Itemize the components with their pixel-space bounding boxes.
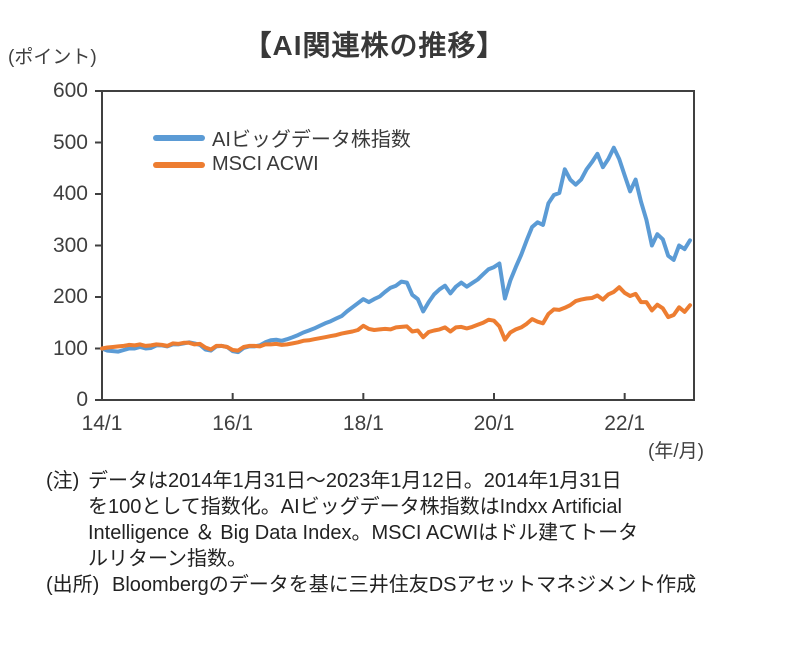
legend-item-msci-acwi: MSCI ACWI [153, 151, 411, 178]
y-axis-unit-label: (ポイント) [8, 47, 97, 68]
x-tick-label: 20/1 [473, 412, 515, 435]
source-row: (出所) Bloombergのデータを基に三井住友DSアセットマネジメント作成 [46, 572, 776, 598]
y-tick-label: 0 [76, 388, 88, 411]
legend-item-ai-index: AIビッグデータ株指数 [153, 124, 411, 151]
legend: AIビッグデータ株指数 MSCI ACWI [153, 124, 411, 178]
legend-label-ai-index: AIビッグデータ株指数 [212, 129, 411, 151]
x-tick-label: 18/1 [342, 412, 384, 435]
source-text: Bloombergのデータを基に三井住友DSアセットマネジメント作成 [112, 574, 697, 596]
note-label: (注) [46, 470, 80, 492]
note-line: データは2014年1月31日～2023年1月12日。2014年1月31日 [88, 470, 622, 492]
x-tick-label: 14/1 [81, 412, 123, 435]
series-line-0 [100, 145, 692, 355]
x-tick-label: 22/1 [604, 412, 646, 435]
legend-swatch-blue-line [153, 134, 205, 141]
y-tick-label: 100 [52, 336, 88, 360]
y-tick-label: 500 [52, 130, 88, 154]
x-axis-unit-label: (年/月) [648, 441, 704, 462]
note-row: (注) データは2014年1月31日～2023年1月12日。2014年1月31日… [46, 468, 776, 572]
y-tick-label: 200 [52, 285, 88, 308]
note-body: データは2014年1月31日～2023年1月12日。2014年1月31日 を100… [88, 468, 776, 572]
y-tick-label: 300 [52, 233, 88, 257]
legend-swatch-orange-line [153, 161, 205, 168]
note-line: ルリターン指数。 [88, 548, 247, 570]
note-line: を100として指数化。AIビッグデータ株指数はIndxx Artificial [88, 496, 622, 518]
footnotes: (注) データは2014年1月31日～2023年1月12日。2014年1月31日… [46, 468, 776, 598]
note-line: Intelligence ＆ Big Data Index。MSCI ACWIは… [88, 522, 639, 544]
legend-label-msci-acwi: MSCI ACWI [212, 153, 319, 175]
chart-title: 【AI関連株の推移】 [243, 30, 506, 61]
y-tick-label: 400 [52, 182, 88, 205]
source-label: (出所) [46, 574, 100, 596]
series-line-1 [100, 285, 692, 353]
x-tick-label: 16/1 [212, 412, 254, 435]
y-tick-label: 600 [52, 79, 88, 102]
